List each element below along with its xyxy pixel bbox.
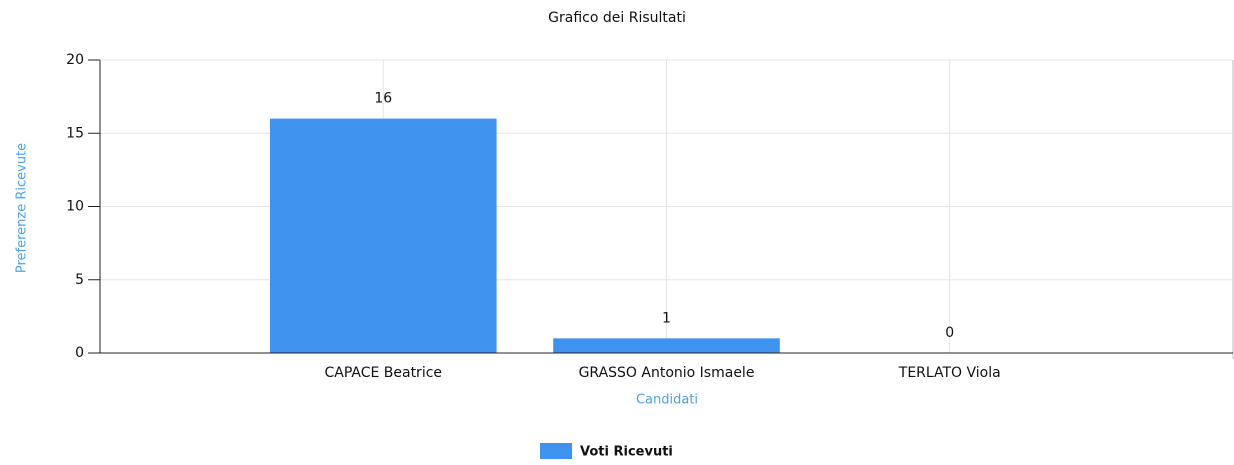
- bar: [269, 118, 497, 353]
- legend-label: Voti Ricevuti: [580, 445, 673, 460]
- x-tick-label: TERLATO Viola: [898, 365, 1001, 381]
- x-tick-label: CAPACE Beatrice: [324, 365, 442, 381]
- y-tick-label: 5: [75, 272, 84, 288]
- bar: [553, 338, 780, 353]
- value-label: 0: [945, 325, 954, 341]
- chart-title: Grafico dei Risultati: [548, 10, 686, 26]
- y-tick-label: 15: [66, 125, 84, 141]
- y-tick-label: 10: [66, 199, 84, 215]
- x-axis-title: Candidati: [636, 393, 698, 408]
- legend-swatch: [540, 443, 572, 459]
- value-label: 1: [662, 310, 671, 326]
- y-tick-label: 20: [66, 52, 84, 68]
- x-tick-label: GRASSO Antonio Ismaele: [579, 365, 755, 381]
- y-tick-label: 0: [75, 345, 84, 361]
- y-axis-title: Preferenze Ricevute: [15, 143, 30, 273]
- value-label: 16: [374, 91, 392, 107]
